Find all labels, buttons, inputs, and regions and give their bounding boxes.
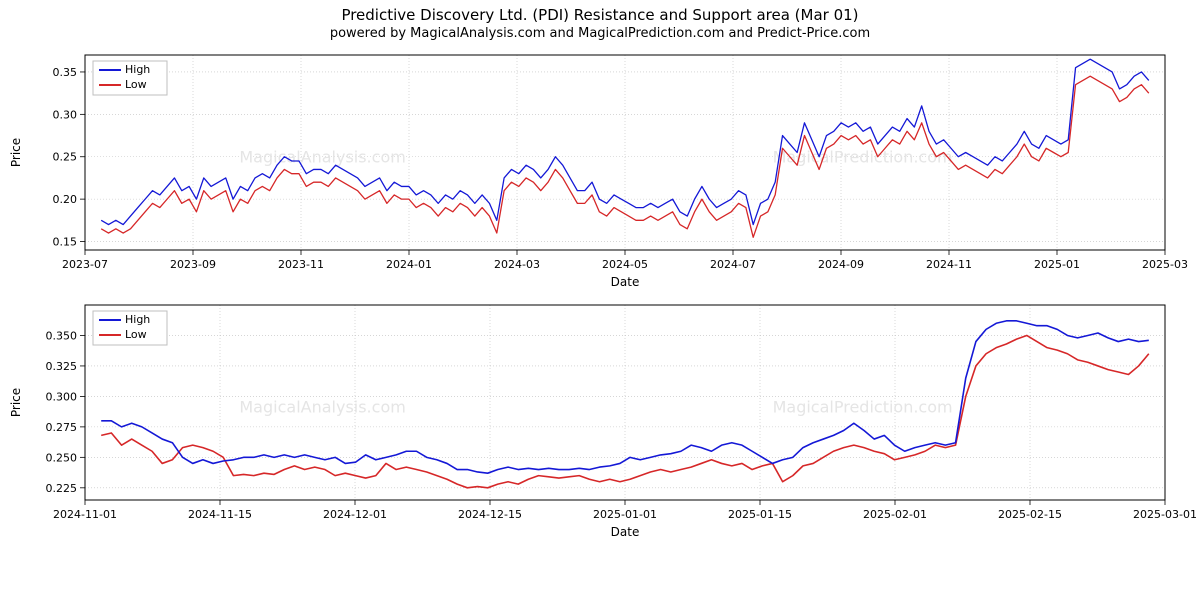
svg-text:Low: Low	[125, 78, 147, 91]
svg-text:2024-09: 2024-09	[818, 258, 864, 271]
chart-top: 0.15 0.20 0.25 0.30 0.35 2023-07 2023-09 2023-1…	[0, 47, 1200, 297]
svg-text:2025-01: 2025-01	[1034, 258, 1080, 271]
svg-text:0.25: 0.25	[53, 151, 78, 164]
svg-text:2025-03-01: 2025-03-01	[1133, 508, 1197, 521]
svg-text:2024-01: 2024-01	[386, 258, 432, 271]
chart-container: Predictive Discovery Ltd. (PDI) Resistan…	[0, 6, 1200, 606]
svg-text:2024-07: 2024-07	[710, 258, 756, 271]
svg-text:2024-11: 2024-11	[926, 258, 972, 271]
svg-text:MagicalAnalysis.com: MagicalAnalysis.com	[239, 147, 405, 166]
svg-text:MagicalPrediction.com: MagicalPrediction.com	[773, 397, 953, 416]
svg-text:Low: Low	[125, 328, 147, 341]
svg-text:2024-11-01: 2024-11-01	[53, 508, 117, 521]
svg-text:Date: Date	[611, 275, 640, 289]
svg-text:2025-02-01: 2025-02-01	[863, 508, 927, 521]
svg-text:0.15: 0.15	[53, 236, 78, 249]
svg-text:2025-01-15: 2025-01-15	[728, 508, 792, 521]
chart-bottom-svg: 0.225 0.250 0.275 0.300 0.325 0.350 2024-11-01…	[0, 297, 1200, 549]
svg-text:0.225: 0.225	[46, 482, 78, 495]
svg-text:High: High	[125, 313, 150, 326]
chart-top-svg: 0.15 0.20 0.25 0.30 0.35 2023-07 2023-09 2023-1…	[0, 47, 1200, 297]
svg-text:2024-11-15: 2024-11-15	[188, 508, 252, 521]
svg-text:2023-07: 2023-07	[62, 258, 108, 271]
svg-text:2024-05: 2024-05	[602, 258, 648, 271]
svg-text:Date: Date	[611, 525, 640, 539]
chart-subtitle: powered by MagicalAnalysis.com and Magic…	[0, 26, 1200, 41]
svg-text:0.300: 0.300	[46, 390, 78, 403]
svg-text:2025-01-01: 2025-01-01	[593, 508, 657, 521]
svg-text:2023-11: 2023-11	[278, 258, 324, 271]
svg-text:0.20: 0.20	[53, 193, 78, 206]
svg-text:0.30: 0.30	[53, 108, 78, 121]
svg-text:MagicalAnalysis.com: MagicalAnalysis.com	[239, 397, 405, 416]
chart-bottom: 0.225 0.250 0.275 0.300 0.325 0.350 2024-11-01…	[0, 297, 1200, 549]
svg-text:0.250: 0.250	[46, 451, 78, 464]
chart-title: Predictive Discovery Ltd. (PDI) Resistan…	[0, 6, 1200, 24]
svg-text:2024-12-01: 2024-12-01	[323, 508, 387, 521]
svg-text:Price: Price	[9, 138, 23, 167]
svg-text:2025-02-15: 2025-02-15	[998, 508, 1062, 521]
svg-text:Price: Price	[9, 388, 23, 417]
svg-text:2024-03: 2024-03	[494, 258, 540, 271]
svg-text:0.275: 0.275	[46, 421, 78, 434]
svg-text:2023-09: 2023-09	[170, 258, 216, 271]
svg-text:High: High	[125, 63, 150, 76]
svg-text:0.325: 0.325	[46, 360, 78, 373]
svg-text:0.35: 0.35	[53, 66, 78, 79]
svg-text:0.350: 0.350	[46, 329, 78, 342]
svg-text:2024-12-15: 2024-12-15	[458, 508, 522, 521]
svg-text:2025-03: 2025-03	[1142, 258, 1188, 271]
